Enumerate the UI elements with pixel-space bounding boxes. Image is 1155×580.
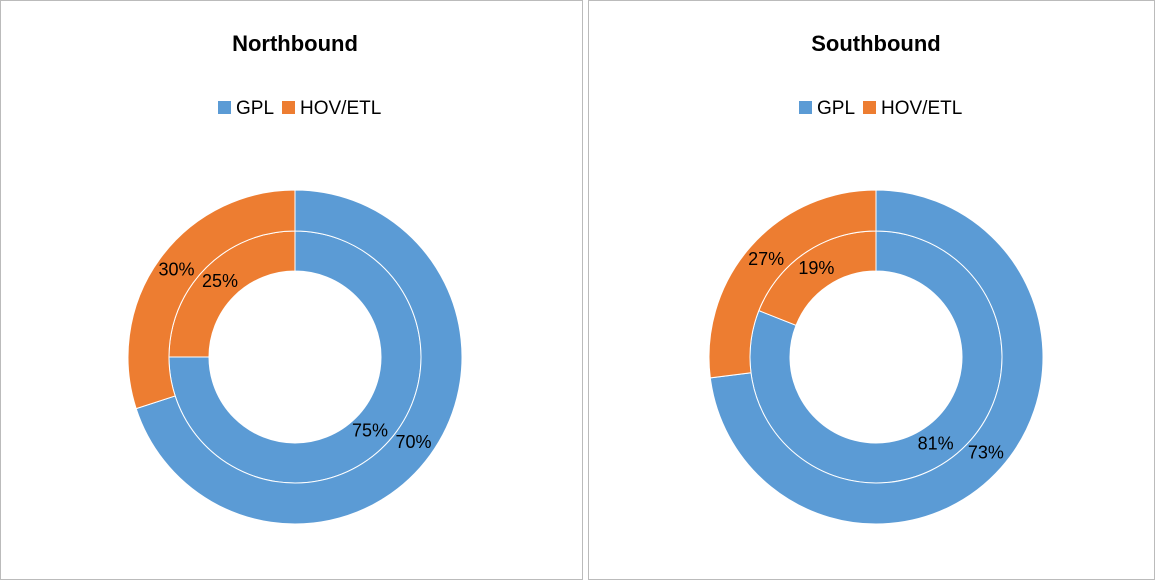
data-label: 27% bbox=[748, 249, 784, 269]
donut-segment bbox=[135, 189, 463, 525]
chart-title: Southbound bbox=[811, 31, 941, 56]
data-label: 81% bbox=[918, 433, 954, 453]
legend-label: HOV/ETL bbox=[881, 98, 962, 119]
legend-swatch bbox=[863, 101, 876, 114]
legend-swatch bbox=[218, 101, 231, 114]
data-label: 19% bbox=[798, 258, 834, 278]
data-label: 70% bbox=[396, 432, 432, 452]
donut-segment bbox=[127, 189, 296, 410]
legend-label: GPL bbox=[236, 98, 274, 119]
donut-segment bbox=[709, 189, 1044, 525]
legend-swatch bbox=[282, 101, 295, 114]
data-label: 75% bbox=[352, 421, 388, 441]
legend-swatch bbox=[799, 101, 812, 114]
legend-label: GPL bbox=[817, 98, 855, 119]
legend-label: HOV/ETL bbox=[300, 98, 381, 119]
data-label: 30% bbox=[158, 260, 194, 280]
data-label: 73% bbox=[968, 443, 1004, 463]
chart-title: Northbound bbox=[232, 31, 358, 56]
donut-segment bbox=[708, 189, 877, 379]
data-label: 25% bbox=[202, 271, 238, 291]
